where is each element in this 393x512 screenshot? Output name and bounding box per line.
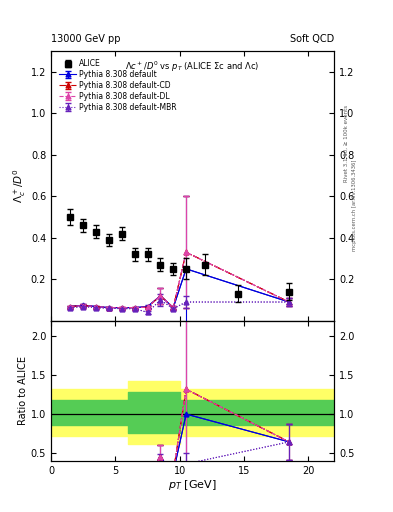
Text: 13000 GeV pp: 13000 GeV pp xyxy=(51,33,121,44)
Legend: ALICE, Pythia 8.308 default, Pythia 8.308 default-CD, Pythia 8.308 default-DL, P: ALICE, Pythia 8.308 default, Pythia 8.30… xyxy=(58,58,178,114)
X-axis label: $p_T$ [GeV]: $p_T$ [GeV] xyxy=(168,478,217,493)
Text: Soft QCD: Soft QCD xyxy=(290,33,334,44)
Text: mcplots.cern.ch [arXiv:1306.3436]: mcplots.cern.ch [arXiv:1306.3436] xyxy=(352,159,357,250)
Text: Rivet 3.1.10, ≥ 100k events: Rivet 3.1.10, ≥ 100k events xyxy=(344,105,349,182)
Y-axis label: Ratio to ALICE: Ratio to ALICE xyxy=(18,356,28,425)
Y-axis label: $\Lambda_c^+/D^0$: $\Lambda_c^+/D^0$ xyxy=(11,168,28,203)
Text: $\Lambda c^+/D^0$ vs $p_T$ (ALICE $\Sigma$c and $\Lambda$c): $\Lambda c^+/D^0$ vs $p_T$ (ALICE $\Sigm… xyxy=(125,59,260,74)
